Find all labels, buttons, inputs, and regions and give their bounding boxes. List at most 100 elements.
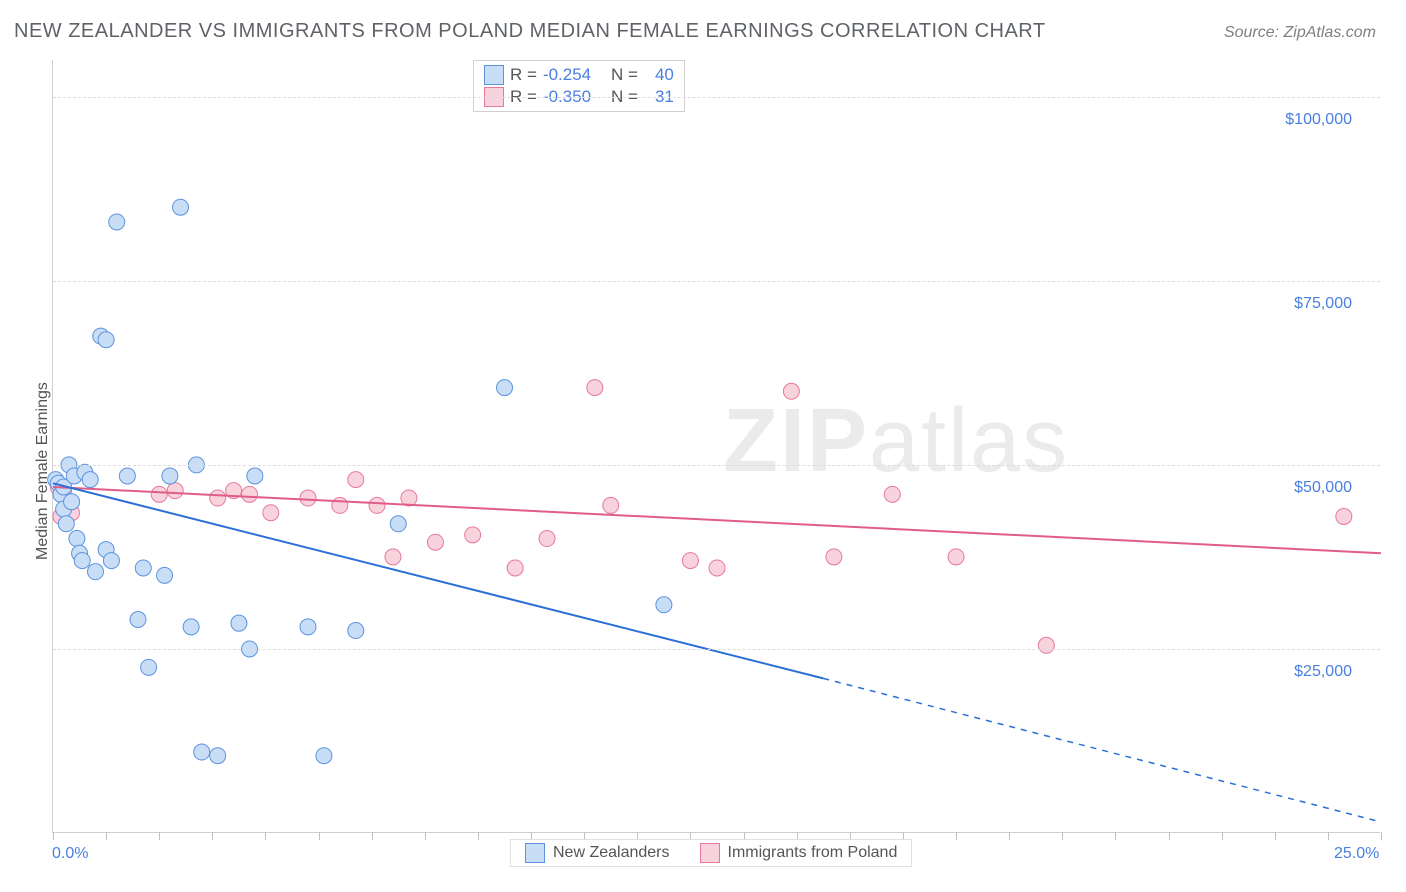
data-point-nz (247, 468, 263, 484)
data-point-nz (183, 619, 199, 635)
data-point-pl (709, 560, 725, 576)
data-point-pl (783, 383, 799, 399)
legend-row-nz: R = -0.254 N = 40 (484, 65, 674, 85)
trend-line-pl (53, 487, 1381, 553)
data-point-pl (242, 486, 258, 502)
gridline (53, 281, 1380, 282)
x-tick (1115, 832, 1116, 840)
x-tick (212, 832, 213, 840)
data-point-pl (539, 531, 555, 547)
x-tick-label: 0.0% (52, 845, 88, 863)
x-tick (1381, 832, 1382, 840)
series-swatch-nz (525, 843, 545, 863)
gridline (53, 649, 1380, 650)
legend-r-label: R = (510, 65, 537, 85)
chart-plot-area: ZIPatlas R =-0.254N =40R =-0.350N =31 $2… (52, 60, 1380, 833)
data-point-pl (826, 549, 842, 565)
data-point-nz (64, 494, 80, 510)
data-point-nz (656, 597, 672, 613)
data-point-pl (210, 490, 226, 506)
chart-title: NEW ZEALANDER VS IMMIGRANTS FROM POLAND … (14, 20, 1046, 43)
x-tick (1328, 832, 1329, 840)
x-tick (1062, 832, 1063, 840)
x-tick (1275, 832, 1276, 840)
data-point-pl (884, 486, 900, 502)
series-legend-item-pl: Immigrants from Poland (700, 843, 898, 863)
source-attribution: Source: ZipAtlas.com (1224, 24, 1376, 42)
data-point-pl (948, 549, 964, 565)
data-point-pl (263, 505, 279, 521)
chart-svg (53, 60, 1381, 833)
data-point-nz (103, 553, 119, 569)
y-tick-label: $50,000 (1294, 479, 1352, 497)
x-tick (1009, 832, 1010, 840)
data-point-nz (119, 468, 135, 484)
data-point-nz (497, 380, 513, 396)
data-point-pl (300, 490, 316, 506)
gridline (53, 465, 1380, 466)
data-point-nz (231, 615, 247, 631)
data-point-pl (369, 497, 385, 513)
data-point-nz (172, 199, 188, 215)
data-point-nz (300, 619, 316, 635)
y-tick-label: $75,000 (1294, 295, 1352, 313)
x-tick (159, 832, 160, 840)
data-point-nz (390, 516, 406, 532)
x-tick (956, 832, 957, 840)
data-point-nz (58, 516, 74, 532)
x-tick (106, 832, 107, 840)
gridline (53, 97, 1380, 98)
legend-series: New Zealanders Immigrants from Poland (510, 839, 912, 867)
data-point-nz (98, 332, 114, 348)
series-label-pl: Immigrants from Poland (728, 844, 898, 862)
data-point-nz (162, 468, 178, 484)
data-point-pl (682, 553, 698, 569)
trend-line-ext-nz (823, 678, 1381, 822)
data-point-nz (210, 748, 226, 764)
data-point-nz (87, 564, 103, 580)
data-point-nz (82, 472, 98, 488)
legend-correlation: R =-0.254N =40R =-0.350N =31 (473, 60, 685, 112)
data-point-pl (587, 380, 603, 396)
x-tick (478, 832, 479, 840)
data-point-pl (1038, 637, 1054, 653)
x-tick (319, 832, 320, 840)
y-tick-label: $100,000 (1285, 111, 1352, 129)
data-point-nz (109, 214, 125, 230)
x-tick (372, 832, 373, 840)
data-point-nz (348, 623, 364, 639)
data-point-pl (348, 472, 364, 488)
series-legend-item-nz: New Zealanders (525, 843, 670, 863)
data-point-nz (141, 659, 157, 675)
data-point-pl (385, 549, 401, 565)
x-tick-label: 25.0% (1334, 845, 1379, 863)
legend-swatch-nz (484, 65, 504, 85)
x-tick (53, 832, 54, 840)
x-tick (1222, 832, 1223, 840)
data-point-pl (465, 527, 481, 543)
x-tick (1169, 832, 1170, 840)
data-point-pl (507, 560, 523, 576)
data-point-pl (332, 497, 348, 513)
series-swatch-pl (700, 843, 720, 863)
x-tick (425, 832, 426, 840)
data-point-nz (316, 748, 332, 764)
data-point-pl (603, 497, 619, 513)
data-point-nz (69, 531, 85, 547)
y-axis-title: Median Female Earnings (34, 382, 52, 560)
data-point-pl (151, 486, 167, 502)
legend-n-label: N = (611, 65, 638, 85)
legend-r-value: -0.254 (543, 65, 605, 85)
data-point-pl (1336, 508, 1352, 524)
series-label-nz: New Zealanders (553, 844, 670, 862)
data-point-nz (135, 560, 151, 576)
y-tick-label: $25,000 (1294, 663, 1352, 681)
data-point-pl (167, 483, 183, 499)
data-point-pl (427, 534, 443, 550)
data-point-nz (74, 553, 90, 569)
x-tick (265, 832, 266, 840)
data-point-nz (130, 612, 146, 628)
data-point-nz (157, 567, 173, 583)
data-point-nz (194, 744, 210, 760)
legend-n-value: 40 (644, 65, 674, 85)
